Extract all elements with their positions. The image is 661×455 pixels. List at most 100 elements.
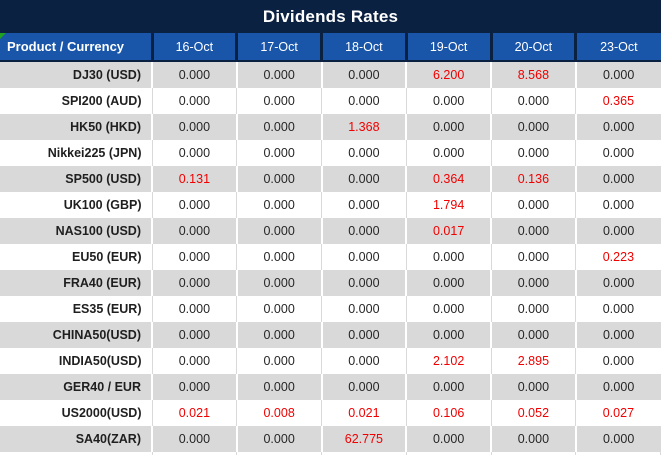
- value-cell: 0.000: [321, 61, 408, 88]
- value-cell: 0.000: [491, 88, 577, 114]
- value-cell: 0.000: [236, 88, 322, 114]
- value-cell: 0.000: [152, 270, 238, 296]
- value-cell: 0.000: [152, 348, 238, 374]
- value-cell: 0.000: [321, 296, 407, 322]
- partial-cell: [0, 452, 153, 455]
- partial-cell: [236, 452, 322, 455]
- value-cell: 0.000: [321, 192, 407, 218]
- value-cell: 0.000: [491, 296, 577, 322]
- value-cell: 0.000: [406, 322, 492, 348]
- product-cell: EU50 (EUR): [0, 244, 153, 270]
- product-cell: NAS100 (USD): [0, 218, 153, 244]
- date-header: 16-Oct: [150, 33, 237, 62]
- value-cell: 0.000: [152, 61, 238, 88]
- table-row: GER40 / EUR 0.000 0.000 0.000 0.000 0.000 0.00…: [0, 374, 661, 400]
- value-cell: 0.000: [575, 192, 661, 218]
- value-cell: 0.000: [406, 296, 492, 322]
- value-cell: 0.000: [491, 244, 577, 270]
- value-cell: 0.000: [152, 114, 238, 140]
- product-cell: UK100 (GBP): [0, 192, 153, 218]
- value-cell: 0.131: [152, 166, 238, 192]
- value-cell: 0.008: [236, 400, 322, 426]
- table-row: UK100 (GBP) 0.000 0.000 0.000 1.794 0.000 0.00…: [0, 192, 661, 218]
- product-cell: FRA40 (EUR): [0, 270, 153, 296]
- product-cell: SA40(ZAR): [0, 426, 153, 452]
- value-cell: 0.000: [406, 88, 492, 114]
- partial-cell: [152, 452, 238, 455]
- value-cell: 0.000: [491, 426, 577, 452]
- partial-cell: [321, 452, 407, 455]
- date-header: 20-Oct: [489, 33, 576, 62]
- product-cell: GER40 / EUR: [0, 374, 153, 400]
- table-row: INDIA50(USD) 0.000 0.000 0.000 2.102 2.895 0.0…: [0, 348, 661, 374]
- value-cell: 0.223: [575, 244, 661, 270]
- value-cell: 0.106: [406, 400, 492, 426]
- partial-cell: [575, 452, 661, 455]
- product-cell: ES35 (EUR): [0, 296, 153, 322]
- value-cell: 0.000: [575, 218, 661, 244]
- value-cell: 0.027: [575, 400, 661, 426]
- product-currency-label: Product / Currency: [7, 39, 125, 54]
- value-cell: 0.000: [152, 374, 238, 400]
- value-cell: 0.000: [406, 426, 492, 452]
- value-cell: 0.000: [152, 88, 238, 114]
- value-cell: 8.568: [491, 61, 577, 88]
- value-cell: 0.000: [491, 140, 577, 166]
- product-cell: US2000(USD): [0, 400, 153, 426]
- value-cell: 0.000: [491, 218, 577, 244]
- header-row: Product / Currency 16-Oct 17-Oct 18-Oct 19-…: [0, 33, 661, 62]
- value-cell: 0.000: [321, 348, 407, 374]
- value-cell: 0.000: [152, 322, 238, 348]
- date-header: 19-Oct: [404, 33, 491, 62]
- value-cell: 0.000: [575, 114, 661, 140]
- value-cell: 0.000: [236, 218, 323, 244]
- value-cell: 0.021: [152, 400, 238, 426]
- value-cell: 0.000: [406, 140, 492, 166]
- value-cell: 0.000: [152, 218, 238, 244]
- table-row: FRA40 (EUR) 0.000 0.000 0.000 0.000 0.000 0.00…: [0, 270, 661, 296]
- table-row: ES35 (EUR) 0.000 0.000 0.000 0.000 0.000 0.000: [0, 296, 661, 322]
- value-cell: 0.000: [321, 374, 408, 400]
- value-cell: 0.000: [575, 348, 661, 374]
- value-cell: 0.000: [575, 270, 661, 296]
- value-cell: 6.200: [406, 61, 492, 88]
- value-cell: 2.895: [491, 348, 577, 374]
- table-row: HK50 (HKD) 0.000 0.000 1.368 0.000 0.000 0.000: [0, 114, 661, 140]
- table-row: US2000(USD) 0.021 0.008 0.021 0.106 0.052 0.02…: [0, 400, 661, 426]
- value-cell: 62.775: [321, 426, 408, 452]
- dividends-table: Product / Currency 16-Oct 17-Oct 18-Oct 19-…: [0, 33, 661, 455]
- date-header: 23-Oct: [574, 33, 661, 62]
- value-cell: 0.000: [236, 61, 323, 88]
- value-cell: 0.000: [236, 348, 322, 374]
- value-cell: 0.000: [152, 140, 238, 166]
- table-body: DJ30 (USD) 0.000 0.000 0.000 6.200 8.568 0.000…: [0, 61, 661, 455]
- value-cell: 0.000: [406, 374, 492, 400]
- value-cell: 0.000: [236, 296, 322, 322]
- value-cell: 0.000: [491, 322, 577, 348]
- value-cell: 0.021: [321, 400, 407, 426]
- table-row: EU50 (EUR) 0.000 0.000 0.000 0.000 0.000 0.223: [0, 244, 661, 270]
- product-cell: Nikkei225 (JPN): [0, 140, 153, 166]
- value-cell: 0.000: [321, 166, 408, 192]
- table-row: SPI200 (AUD) 0.000 0.000 0.000 0.000 0.000 0.3…: [0, 88, 661, 114]
- value-cell: 0.000: [575, 296, 661, 322]
- value-cell: 0.000: [236, 192, 322, 218]
- value-cell: 0.000: [491, 374, 577, 400]
- product-cell: SPI200 (AUD): [0, 88, 153, 114]
- value-cell: 0.000: [491, 114, 577, 140]
- value-cell: 0.000: [491, 270, 577, 296]
- value-cell: 0.365: [575, 88, 661, 114]
- value-cell: 0.000: [575, 166, 661, 192]
- product-cell: INDIA50(USD): [0, 348, 153, 374]
- value-cell: 0.000: [406, 244, 492, 270]
- value-cell: 0.000: [152, 192, 238, 218]
- value-cell: 0.000: [236, 166, 323, 192]
- value-cell: 0.000: [406, 270, 492, 296]
- value-cell: 0.000: [236, 114, 323, 140]
- value-cell: 0.000: [575, 322, 661, 348]
- cell-corner-flag-icon: [0, 33, 6, 39]
- value-cell: 0.000: [236, 140, 322, 166]
- value-cell: 0.000: [152, 244, 238, 270]
- table-row: NAS100 (USD) 0.000 0.000 0.000 0.017 0.000 0.0…: [0, 218, 661, 244]
